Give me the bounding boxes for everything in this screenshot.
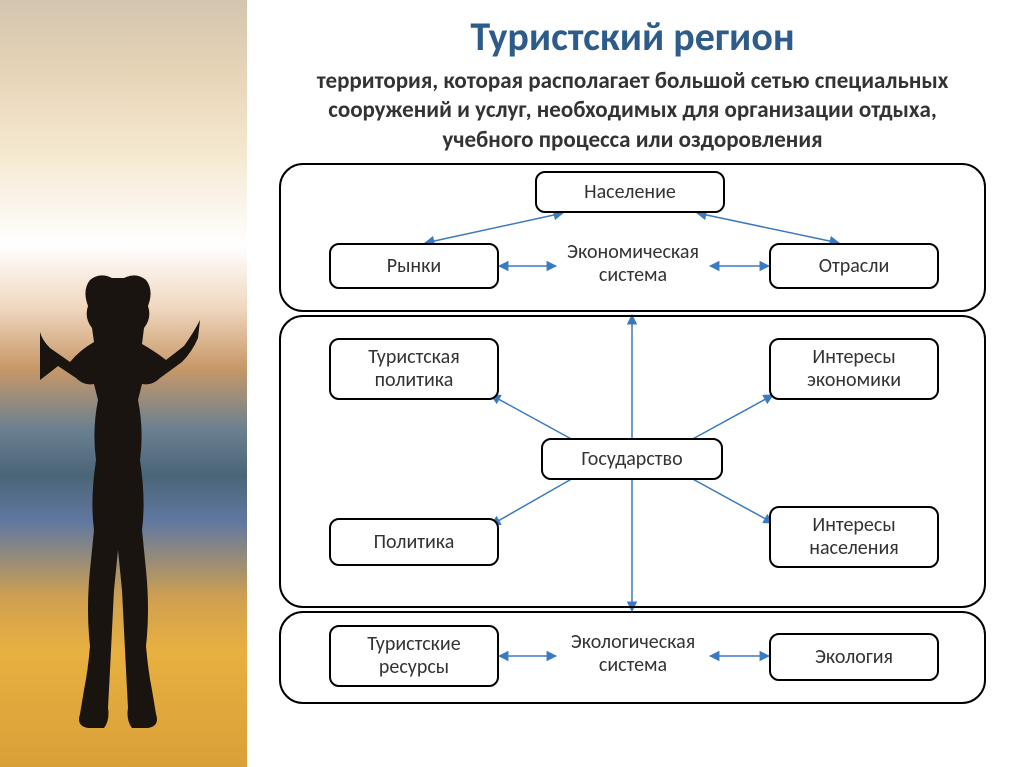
node-ecology: Экология	[769, 633, 939, 681]
page-subtitle: территория, которая располагает большой …	[275, 67, 990, 155]
node-pop_interests: Интересынаселения	[769, 506, 939, 568]
label-econ_system: Экономическаясистема	[558, 241, 708, 287]
node-markets: Рынки	[329, 243, 499, 289]
node-state: Государство	[541, 438, 723, 480]
person-silhouette	[40, 270, 200, 730]
sidebar-photo	[0, 0, 247, 767]
node-tourist_resources: Туристскиересурсы	[329, 625, 499, 687]
page-title: Туристский регион	[275, 12, 990, 61]
node-econ_interests: Интересыэкономики	[769, 338, 939, 400]
node-population: Население	[535, 171, 725, 213]
node-politics: Политика	[329, 518, 499, 566]
node-industries: Отрасли	[769, 243, 939, 289]
diagram-container: Экономическаясистема Экологическаясистема…	[275, 163, 990, 708]
label-eco_system: Экологическаясистема	[558, 631, 708, 677]
node-tourist_policy: Туристскаяполитика	[329, 338, 499, 400]
content-area: Туристский регион территория, которая ра…	[247, 0, 1024, 767]
